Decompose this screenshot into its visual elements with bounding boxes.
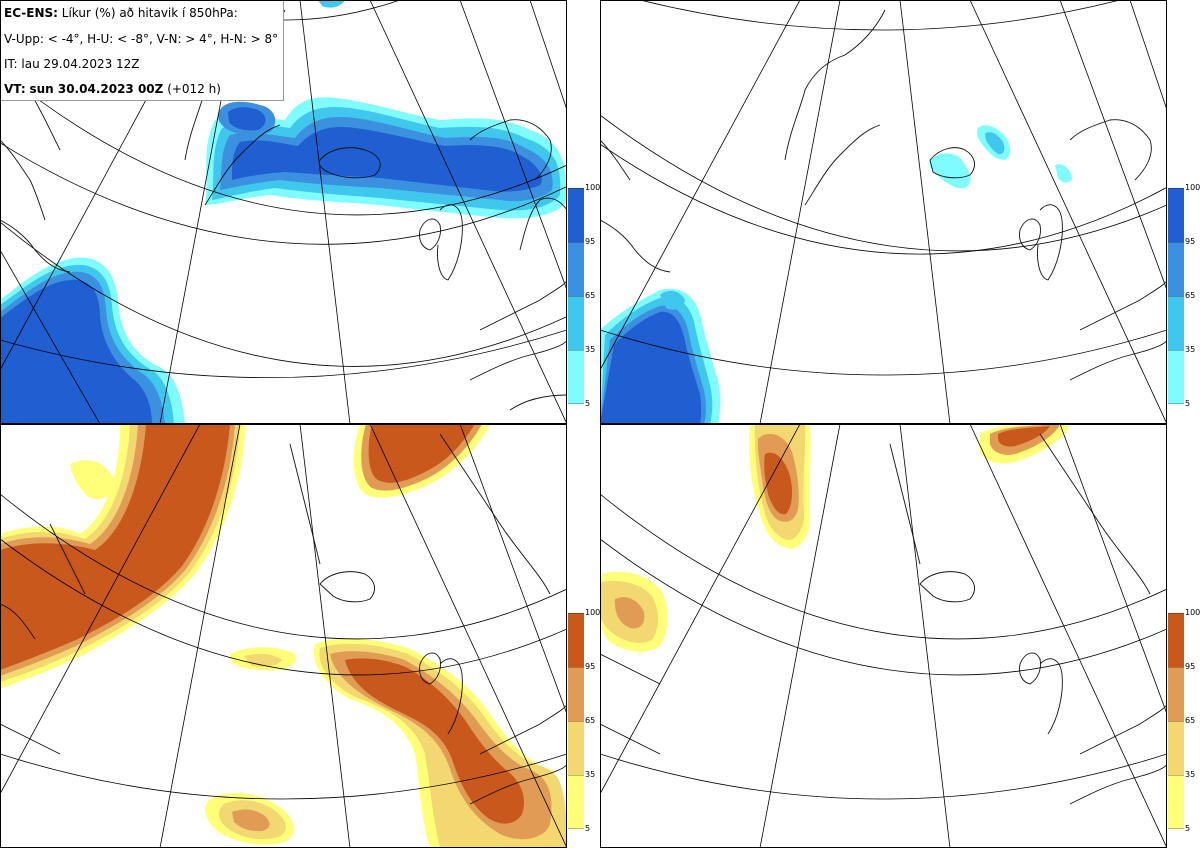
map-panel-warm-8 bbox=[600, 424, 1167, 848]
colorbar-tick-label: 35 bbox=[585, 770, 596, 779]
colorbar-warm-8: 100 95 65 35 5 bbox=[1168, 609, 1200, 833]
map-bl bbox=[0, 424, 567, 848]
colorbar-tick-mark bbox=[1168, 350, 1184, 351]
colorbar-tick-label: 100 bbox=[1185, 608, 1200, 617]
colorbar-segment bbox=[1168, 613, 1184, 667]
colorbar-segment bbox=[568, 350, 584, 404]
graticule bbox=[600, 0, 1167, 424]
colorbar-segment bbox=[1168, 775, 1184, 829]
product-label: EC-ENS: bbox=[4, 6, 58, 20]
colorbar-segment bbox=[568, 613, 584, 667]
map-tr bbox=[600, 0, 1167, 424]
coastlines bbox=[600, 9, 1167, 381]
probability-field bbox=[600, 125, 1072, 424]
colorbar-tick-label: 65 bbox=[585, 291, 596, 300]
colorbar-tick-mark bbox=[568, 667, 584, 668]
colorbar-tick-mark bbox=[568, 775, 584, 776]
colorbar-tick-mark bbox=[1168, 667, 1184, 668]
colorbar-tick-mark bbox=[568, 296, 584, 297]
graticule bbox=[0, 0, 567, 424]
colorbar-cold-4: 100 95 65 35 5 bbox=[568, 184, 600, 408]
colorbar-tick-mark bbox=[1168, 613, 1184, 614]
colorbar-tick-mark bbox=[568, 613, 584, 614]
map-tl bbox=[0, 0, 567, 424]
colorbar-tick-label: 65 bbox=[1185, 716, 1196, 725]
colorbar-segment bbox=[568, 242, 584, 296]
colorbar-tick-label: 5 bbox=[1185, 824, 1191, 833]
probability-field bbox=[0, 424, 567, 848]
coastlines bbox=[600, 433, 1167, 805]
colorbar-tick-label: 100 bbox=[1185, 183, 1200, 192]
graticule bbox=[600, 424, 1167, 848]
lead-time: (+012 h) bbox=[167, 82, 221, 96]
criteria-text: V-Upp: < -4°, H-U: < -8°, V-N: > 4°, H-N… bbox=[4, 32, 279, 46]
colorbar-tick-mark bbox=[568, 242, 584, 243]
colorbar-tick-label: 35 bbox=[1185, 770, 1196, 779]
coastlines bbox=[0, 433, 567, 805]
colorbar-tick-label: 100 bbox=[585, 183, 601, 192]
colorbar-tick-label: 95 bbox=[1185, 662, 1196, 671]
colorbar-tick-label: 35 bbox=[1185, 345, 1196, 354]
probability-field bbox=[0, 0, 567, 424]
colorbar-tick-label: 5 bbox=[585, 824, 591, 833]
colorbar-tick-label: 95 bbox=[585, 662, 596, 671]
colorbar-segment bbox=[568, 721, 584, 775]
colorbar-tick-mark bbox=[1168, 188, 1184, 189]
map-panel-warm-4 bbox=[0, 424, 567, 848]
map-panel-cold-8 bbox=[600, 0, 1167, 424]
colorbar-segment bbox=[1168, 242, 1184, 296]
colorbar-warm-4: 100 95 65 35 5 bbox=[568, 609, 600, 833]
colorbar-segment bbox=[568, 667, 584, 721]
probability-field bbox=[600, 424, 1070, 652]
colorbar-tick-mark bbox=[1168, 242, 1184, 243]
colorbar-tick-label: 5 bbox=[585, 399, 591, 408]
colorbar-tick-label: 65 bbox=[1185, 291, 1196, 300]
title-text: Líkur (%) að hitavik í 850hPa: bbox=[61, 6, 238, 20]
colorbar-cold-8: 100 95 65 35 5 bbox=[1168, 184, 1200, 408]
colorbar-segment bbox=[1168, 350, 1184, 404]
colorbar-tick-mark bbox=[1168, 403, 1184, 404]
colorbar-tick-mark bbox=[1168, 721, 1184, 722]
colorbar-tick-label: 65 bbox=[585, 716, 596, 725]
valid-time: sun 30.04.2023 00Z bbox=[29, 82, 164, 96]
colorbar-segment bbox=[1168, 667, 1184, 721]
info-box: EC-ENS: Líkur (%) að hitavik í 850hPa: V… bbox=[0, 0, 284, 101]
colorbar-segment bbox=[1168, 296, 1184, 350]
colorbar-tick-mark bbox=[568, 350, 584, 351]
init-time-text: IT: lau 29.04.2023 12Z bbox=[4, 57, 140, 71]
colorbar-segment bbox=[568, 296, 584, 350]
graticule bbox=[0, 424, 567, 848]
colorbar-tick-mark bbox=[1168, 828, 1184, 829]
colorbar-tick-mark bbox=[568, 403, 584, 404]
colorbar-tick-mark bbox=[568, 828, 584, 829]
colorbar-tick-label: 95 bbox=[585, 237, 596, 246]
colorbar-tick-mark bbox=[1168, 775, 1184, 776]
colorbar-segment bbox=[1168, 188, 1184, 242]
colorbar-tick-label: 35 bbox=[585, 345, 596, 354]
colorbar-segment bbox=[568, 775, 584, 829]
colorbar-tick-label: 95 bbox=[1185, 237, 1196, 246]
colorbar-tick-label: 100 bbox=[585, 608, 601, 617]
map-panel-cold-4: EC-ENS: Líkur (%) að hitavik í 850hPa: V… bbox=[0, 0, 567, 424]
colorbar-tick-label: 5 bbox=[1185, 399, 1191, 408]
colorbar-segment bbox=[568, 188, 584, 242]
colorbar-tick-mark bbox=[568, 721, 584, 722]
valid-label: VT: bbox=[4, 82, 26, 96]
colorbar-segment bbox=[1168, 721, 1184, 775]
colorbar-tick-mark bbox=[568, 188, 584, 189]
colorbar-tick-mark bbox=[1168, 296, 1184, 297]
map-br bbox=[600, 424, 1167, 848]
